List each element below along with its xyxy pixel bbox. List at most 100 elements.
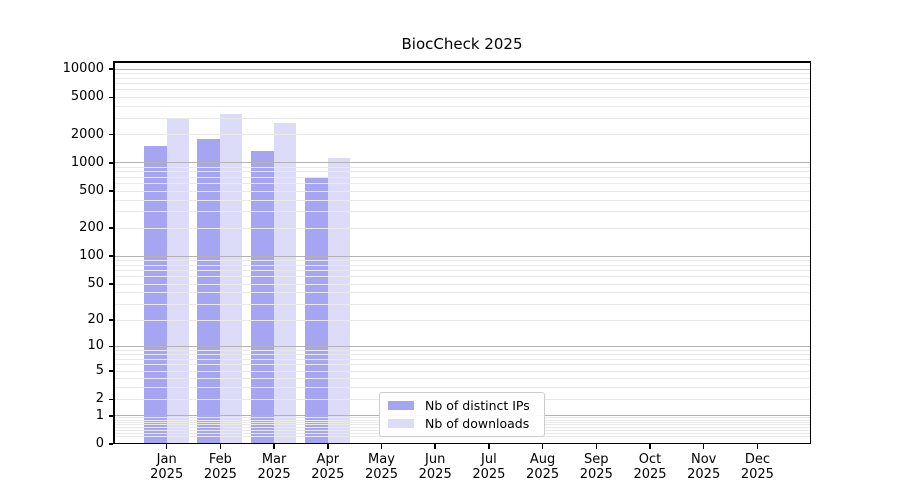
y-tick-mark	[108, 283, 113, 285]
gridline-minor	[113, 283, 811, 285]
x-tick-month: Jun	[425, 452, 446, 467]
y-tick-label: 5	[95, 363, 104, 379]
gridline-minor	[113, 199, 811, 201]
x-tick-label: Apr 2025	[296, 452, 360, 482]
y-tick-mark	[108, 415, 113, 417]
y-tick-mark	[108, 190, 113, 192]
y-tick-mark	[108, 370, 113, 372]
x-tick-label: Nov 2025	[672, 452, 736, 482]
x-tick-year: 2025	[579, 467, 613, 482]
y-tick-label: 0	[95, 436, 104, 451]
gridline-minor	[113, 303, 811, 305]
x-tick-label: Sep 2025	[564, 452, 628, 482]
legend-item: Nb of distinct IPs	[388, 398, 536, 413]
x-tick-month: Dec	[744, 452, 770, 467]
gridline-minor	[113, 378, 811, 379]
bar-distinct-ips	[197, 139, 221, 444]
x-tick-year: 2025	[687, 467, 721, 482]
gridline-minor	[113, 105, 811, 107]
y-tick-label: 100	[79, 248, 104, 264]
y-tick-mark	[108, 255, 113, 257]
x-tick-mark	[273, 444, 275, 449]
gridline-major	[113, 68, 811, 70]
gridline-minor	[113, 96, 811, 98]
gridline-minor	[113, 276, 811, 278]
x-tick-month: Aug	[529, 452, 556, 467]
gridline-major	[113, 255, 811, 257]
y-tick-label: 50	[87, 276, 104, 291]
legend: Nb of distinct IPs Nb of downloads	[379, 392, 545, 437]
x-tick-month: Jul	[481, 452, 497, 467]
x-tick-mark	[541, 444, 544, 449]
y-tick-mark	[108, 96, 113, 99]
y-tick-mark	[108, 68, 113, 70]
x-tick-mark	[756, 444, 759, 449]
x-tick-year: 2025	[526, 467, 560, 482]
x-tick-month: Apr	[316, 452, 340, 467]
gridline-minor	[113, 183, 811, 185]
y-tick-mark	[108, 398, 113, 401]
x-tick-year: 2025	[418, 467, 452, 482]
y-tick-mark	[108, 162, 113, 164]
x-tick-label: Jul 2025	[457, 452, 521, 482]
chart-title: BiocCheck 2025	[401, 35, 523, 53]
gridline-minor	[113, 364, 811, 366]
bar-distinct-ips	[304, 177, 328, 444]
gridline-minor	[113, 117, 811, 119]
y-tick-label: 2000	[70, 126, 104, 142]
gridline-minor	[113, 227, 811, 229]
x-tick-year: 2025	[364, 467, 399, 482]
y-tick-mark	[108, 345, 113, 348]
legend-swatch	[388, 401, 414, 410]
x-tick-mark	[219, 444, 222, 449]
gridlines-layer	[113, 61, 811, 444]
legend-label: Nb of distinct IPs	[425, 398, 530, 413]
top-spine	[113, 61, 811, 63]
x-tick-mark	[434, 444, 436, 449]
gridline-minor	[113, 259, 811, 261]
gridline-minor	[113, 166, 811, 168]
left-spine	[113, 61, 115, 444]
gridline-minor	[113, 134, 811, 136]
x-tick-year: 2025	[472, 467, 506, 482]
x-tick-label: Dec 2025	[725, 452, 789, 482]
legend-item: Nb of downloads	[388, 416, 536, 431]
x-tick-label: Aug 2025	[511, 452, 575, 482]
x-tick-month: May	[368, 452, 395, 467]
gridline-minor	[113, 83, 811, 85]
gridline-minor	[113, 354, 811, 356]
x-tick-mark	[649, 444, 651, 449]
y-tick-label: 10	[87, 338, 104, 354]
x-tick-label: Oct 2025	[618, 452, 682, 482]
gridline-minor	[113, 211, 811, 213]
gridline-minor	[113, 72, 811, 74]
y-tick-label: 1000	[70, 154, 104, 170]
bar-downloads	[274, 122, 297, 444]
gridline-minor	[113, 349, 811, 351]
x-tick-label: May 2025	[350, 452, 414, 482]
x-tick-label: Mar 2025	[242, 452, 306, 482]
x-tick-label: Feb 2025	[188, 452, 252, 482]
y-tick-label: 20	[87, 312, 104, 328]
x-tick-mark	[165, 444, 168, 449]
gridline-minor	[113, 387, 811, 389]
bottom-spine	[113, 442, 811, 444]
x-tick-year: 2025	[311, 467, 345, 482]
x-tick-mark	[327, 444, 329, 449]
x-tick-label: Jan 2025	[135, 452, 199, 482]
y-tick-label: 2	[95, 391, 104, 407]
x-tick-year: 2025	[740, 467, 774, 482]
x-tick-year: 2025	[633, 467, 667, 482]
x-tick-year: 2025	[257, 467, 291, 482]
x-tick-year: 2025	[203, 467, 237, 482]
y-tick-mark	[108, 443, 113, 445]
x-tick-month: Oct	[638, 452, 662, 467]
right-spine	[809, 61, 811, 444]
x-tick-mark	[702, 444, 705, 449]
gridline-minor	[113, 319, 811, 321]
gridline-minor	[113, 77, 811, 79]
x-tick-mark	[595, 444, 598, 449]
legend-label: Nb of downloads	[425, 416, 530, 431]
gridline-minor	[113, 190, 811, 192]
